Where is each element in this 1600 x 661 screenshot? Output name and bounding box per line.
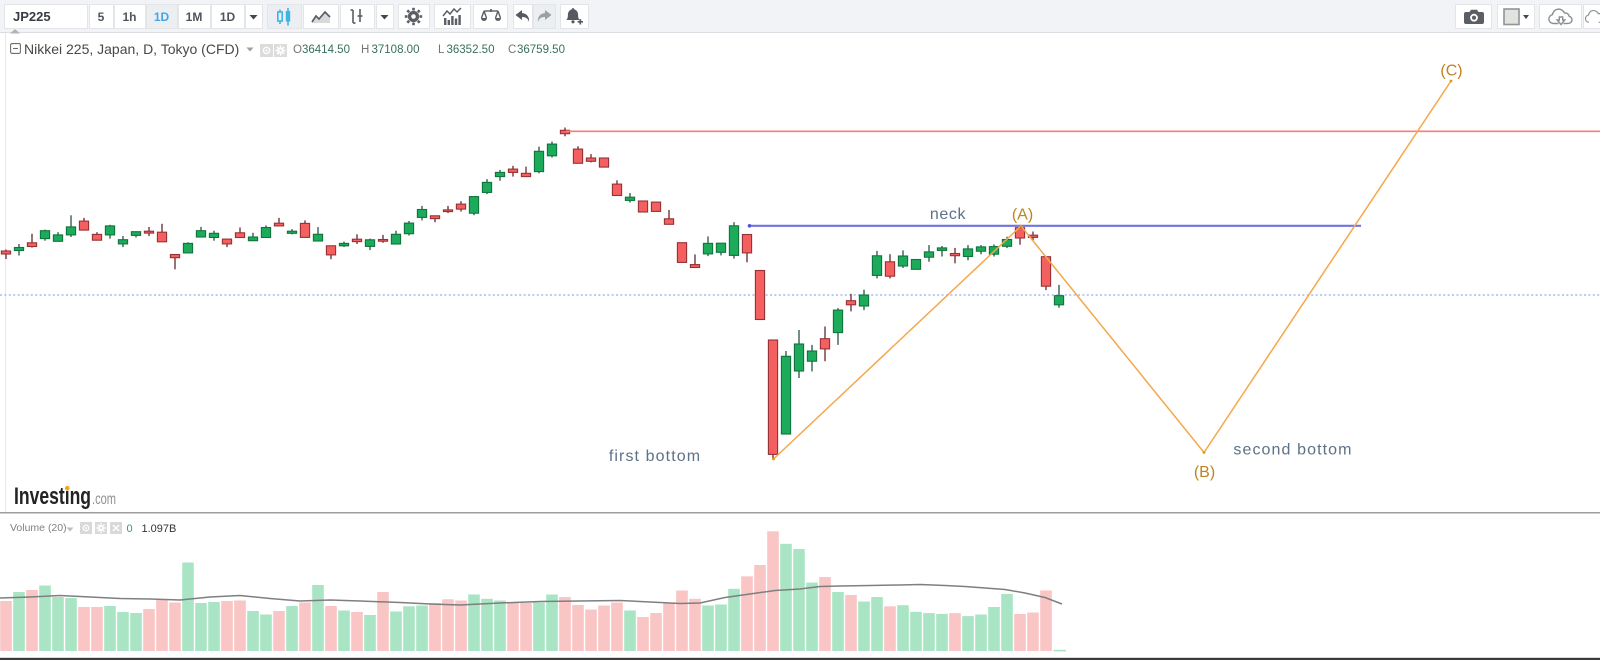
svg-text:first bottom: first bottom bbox=[609, 448, 701, 465]
svg-text:second bottom: second bottom bbox=[1233, 442, 1352, 459]
svg-text:(B): (B) bbox=[1194, 464, 1215, 481]
svg-text:Investıng: Investıng bbox=[14, 483, 91, 510]
svg-text:.com: .com bbox=[92, 491, 116, 508]
svg-text:(C): (C) bbox=[1440, 63, 1462, 80]
svg-text:neck: neck bbox=[930, 206, 967, 223]
svg-text:(A): (A) bbox=[1012, 207, 1033, 224]
